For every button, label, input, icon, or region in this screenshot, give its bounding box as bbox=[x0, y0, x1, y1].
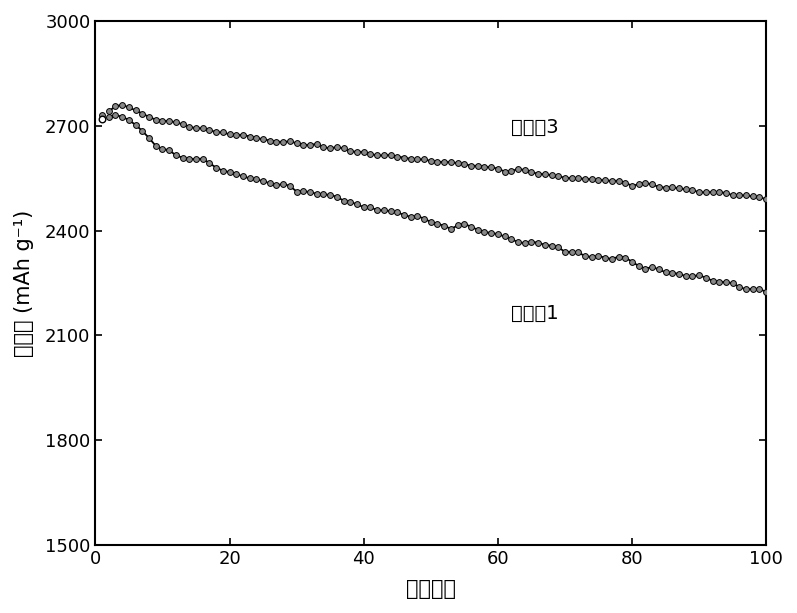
Text: 实施例3: 实施例3 bbox=[511, 118, 559, 137]
X-axis label: 循环圈数: 循环圈数 bbox=[406, 579, 456, 599]
Y-axis label: 比容量 (mAh g⁻¹): 比容量 (mAh g⁻¹) bbox=[14, 210, 34, 357]
Text: 对比例1: 对比例1 bbox=[511, 303, 559, 322]
